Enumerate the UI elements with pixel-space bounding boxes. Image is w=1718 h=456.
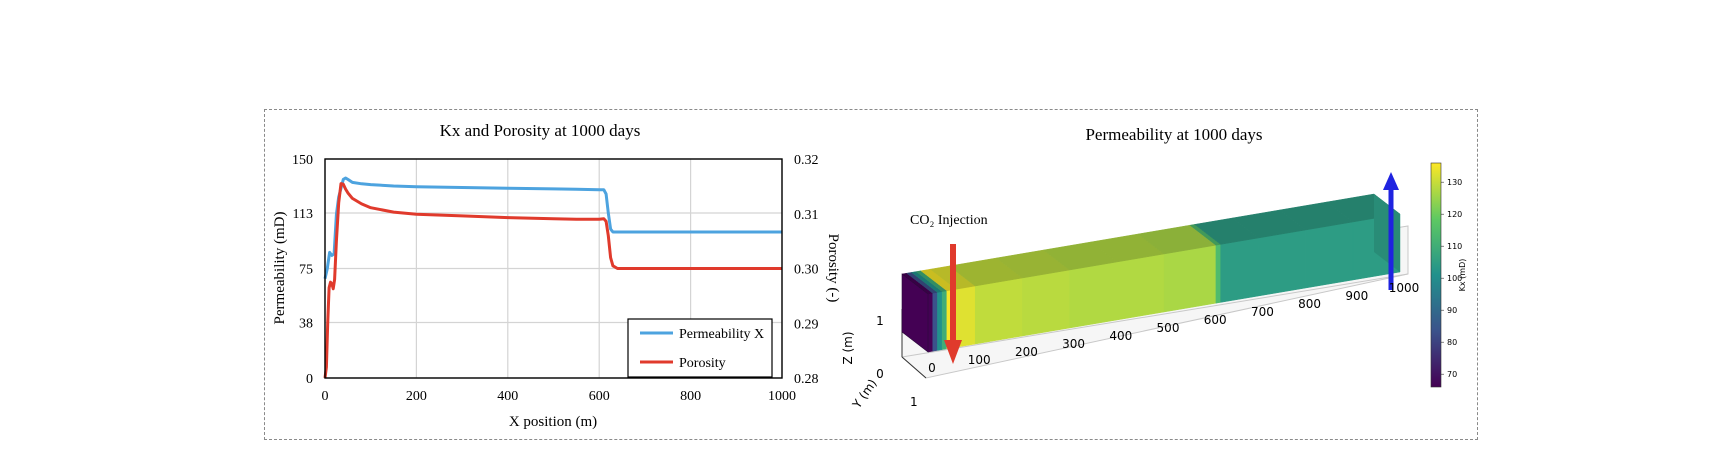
series-line-permeability-x <box>323 176 782 280</box>
chart-series <box>323 176 782 379</box>
y-tick-label-2: 75 <box>299 263 313 278</box>
x-tick-label-0: 0 <box>322 389 329 404</box>
y2-tick-label-2: 0.30 <box>794 263 819 278</box>
y2-axis-label: Porosity (-) <box>825 234 841 303</box>
y2-tick-label-3: 0.31 <box>794 208 819 223</box>
y-tick-label-0: 0 <box>306 372 313 387</box>
legend-label-porosity: Porosity <box>679 356 726 371</box>
y2-tick-labels: 0.28 0.29 0.30 0.31 0.32 <box>794 153 819 387</box>
kx-porosity-chart: Kx and Porosity at 1000 days 0 200 400 600 8… <box>272 121 841 430</box>
x-tick-label-4: 800 <box>680 389 701 404</box>
y-tick-label-1: 38 <box>299 317 313 332</box>
figure-frame <box>264 109 1478 440</box>
x-tick-labels: 0 200 400 600 800 1000 <box>322 389 797 404</box>
y2-tick-label-4: 0.32 <box>794 153 819 168</box>
x-tick-label-3: 600 <box>589 389 610 404</box>
legend-box <box>627 318 773 378</box>
legend-label-permeability: Permeability X <box>679 327 764 342</box>
chart-title: Kx and Porosity at 1000 days <box>440 121 641 140</box>
y-tick-labels: 0 38 75 113 150 <box>292 153 313 387</box>
y2-tick-label-0: 0.28 <box>794 372 819 387</box>
y-tick-label-4: 150 <box>292 153 313 168</box>
y-axis-label: Permeability (mD) <box>272 212 288 325</box>
x-tick-label-1: 200 <box>406 389 427 404</box>
y-tick-label-3: 113 <box>293 207 313 222</box>
x-tick-label-5: 1000 <box>768 389 796 404</box>
y2-tick-label-1: 0.29 <box>794 317 819 332</box>
legend: Permeability X Porosity <box>627 318 773 378</box>
x-tick-label-2: 400 <box>497 389 518 404</box>
series-line-porosity <box>323 182 782 379</box>
x-axis-label: X position (m) <box>509 414 597 430</box>
plot-area-border <box>324 158 783 379</box>
